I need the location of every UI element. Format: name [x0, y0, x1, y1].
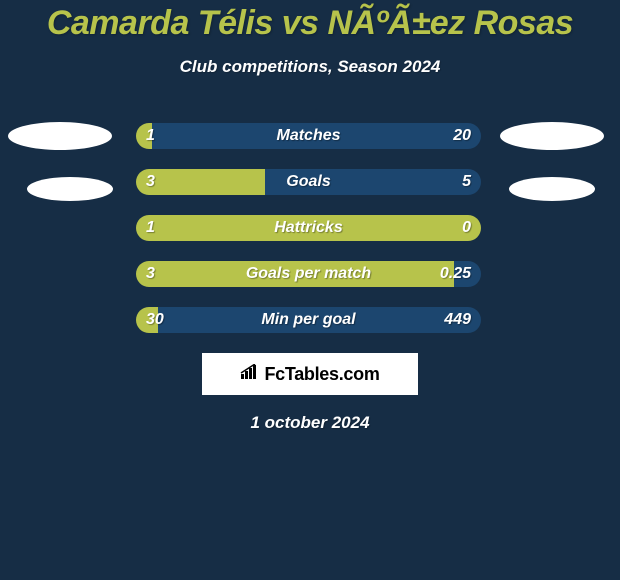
logo-prefix: Fc	[264, 364, 284, 384]
logo-suffix: Tables.com	[285, 364, 380, 384]
decorative-oval	[27, 177, 113, 201]
chart-icon	[240, 364, 260, 385]
comparison-row: 30449Min per goal	[0, 307, 620, 333]
logo-box: FcTables.com	[202, 353, 418, 395]
comparison-row: 30.25Goals per match	[0, 261, 620, 287]
metric-label: Hattricks	[136, 215, 481, 241]
metric-label: Min per goal	[136, 307, 481, 333]
decorative-oval	[500, 122, 604, 150]
comparison-row: 10Hattricks	[0, 215, 620, 241]
metric-label: Goals per match	[136, 261, 481, 287]
metric-label: Goals	[136, 169, 481, 195]
page-title: Camarda Télis vs NÃºÃ±ez Rosas	[0, 4, 620, 43]
logo-text: FcTables.com	[264, 364, 379, 385]
comparison-rows: 120Matches35Goals10Hattricks30.25Goals p…	[0, 123, 620, 333]
subtitle: Club competitions, Season 2024	[0, 57, 620, 77]
card: Camarda Télis vs NÃºÃ±ez Rosas Club comp…	[0, 0, 620, 433]
metric-label: Matches	[136, 123, 481, 149]
decorative-oval	[8, 122, 112, 150]
decorative-oval	[509, 177, 595, 201]
date: 1 october 2024	[0, 413, 620, 433]
